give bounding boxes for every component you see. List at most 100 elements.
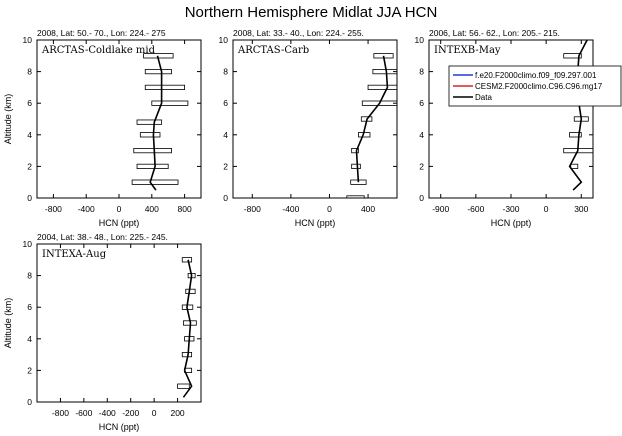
error-box xyxy=(136,163,169,169)
y-tick-label: 2 xyxy=(27,365,32,375)
error-box xyxy=(131,179,179,185)
y-tick-label: 4 xyxy=(27,334,32,344)
y-tick-label: 6 xyxy=(27,98,32,108)
y-tick-label: 2 xyxy=(223,161,228,171)
plot-frame xyxy=(428,39,594,199)
error-box xyxy=(144,69,172,75)
y-tick-label: 6 xyxy=(223,98,228,108)
error-box xyxy=(185,288,196,295)
y-tick-label: 8 xyxy=(27,271,32,281)
plot-area xyxy=(346,53,397,198)
error-box xyxy=(346,195,365,198)
x-tick-label: 0 xyxy=(544,204,549,214)
x-axis-label: HCN (ppt) xyxy=(99,422,140,432)
error-box xyxy=(351,163,361,169)
x-tick-label: 200 xyxy=(170,408,184,418)
y-tick-label: 4 xyxy=(419,130,424,140)
y-tick-label: 0 xyxy=(419,193,424,203)
x-tick-label: 300 xyxy=(574,204,588,214)
panel-header: 2006, Lat: 56.- 62., Lon: 205.- 215. xyxy=(429,28,560,38)
x-tick-label: 400 xyxy=(145,204,159,214)
x-axis-label: HCN (ppt) xyxy=(295,218,336,228)
y-tick-label: 8 xyxy=(27,67,32,77)
x-tick-label: -400 xyxy=(78,204,95,214)
error-box xyxy=(136,119,163,125)
x-tick-label: -400 xyxy=(99,408,116,418)
x-tick-label: -800 xyxy=(45,204,62,214)
figure-title: Northern Hemisphere Midlat JJA HCN xyxy=(185,4,438,21)
x-tick-label: -800 xyxy=(52,408,69,418)
y-tick-label: 4 xyxy=(223,130,228,140)
x-tick-label: -900 xyxy=(432,204,449,214)
chart-panel-1: 2008, Lat: 50.- 70., Lon: 224.- 275 -800 -… xyxy=(3,28,202,228)
chart-panel-3: 2006, Lat: 56.- 62., Lon: 205.- 215. -900… xyxy=(415,28,594,228)
series-line-data xyxy=(355,55,389,183)
panel-header: 2008, Lat: 33.- 40., Lon: 224.- 255. xyxy=(233,28,364,38)
y-tick-label: 6 xyxy=(419,98,424,108)
panel-label: INTEXA-Aug xyxy=(42,249,107,260)
y-tick-label: 10 xyxy=(219,35,229,45)
x-axis-label: HCN (ppt) xyxy=(491,218,532,228)
y-tick-label: 4 xyxy=(27,130,32,140)
legend-label: f.e20.F2000climo.f09_f09.297.001 xyxy=(475,71,597,80)
panel-label: INTEXB-May xyxy=(434,45,501,56)
error-box xyxy=(563,53,582,59)
x-tick-label: -800 xyxy=(244,204,261,214)
y-tick-label: 10 xyxy=(415,35,425,45)
chart-panel-4: 2004, Lat: 38.- 48., Lon: 225.- 245. -800… xyxy=(3,232,202,432)
error-box xyxy=(144,84,186,90)
plot-area xyxy=(131,53,189,191)
series-line-data xyxy=(182,259,193,398)
panel-header: 2004, Lat: 38.- 48., Lon: 225.- 245. xyxy=(37,232,168,242)
x-tick-label: -300 xyxy=(502,204,519,214)
chart-panel-2: 2008, Lat: 33.- 40., Lon: 224.- 255. -800… xyxy=(219,28,398,228)
plot-frame xyxy=(36,243,202,403)
series-line-data xyxy=(568,40,588,191)
error-box xyxy=(181,257,193,263)
x-tick-label: 800 xyxy=(178,204,192,214)
error-box xyxy=(133,147,172,154)
plot-area xyxy=(563,40,593,191)
plot-frame xyxy=(36,39,202,199)
panel-label: ARCTAS-Carb xyxy=(237,45,309,56)
series-line-data xyxy=(149,55,163,191)
error-box xyxy=(151,100,189,106)
legend-frame xyxy=(448,65,622,107)
panels: 2008, Lat: 50.- 70., Lon: 224.- 275-800-… xyxy=(3,28,594,432)
plot-area xyxy=(177,257,197,398)
error-box xyxy=(139,132,161,138)
legend-label: Data xyxy=(475,93,492,102)
error-box xyxy=(569,132,582,138)
panel-header: 2008, Lat: 50.- 70., Lon: 224.- 275 xyxy=(37,28,166,38)
error-box xyxy=(177,383,190,389)
y-tick-label: 10 xyxy=(23,239,33,249)
y-tick-label: 2 xyxy=(27,161,32,171)
error-box xyxy=(372,69,397,75)
y-tick-label: 0 xyxy=(223,193,228,203)
plot-frame xyxy=(232,39,398,199)
x-tick-label: -600 xyxy=(75,408,92,418)
y-tick-label: 0 xyxy=(27,397,32,407)
y-tick-label: 8 xyxy=(223,67,228,77)
legend: f.e20.F2000climo.f09_f09.297.001 CESM2.F2… xyxy=(448,65,622,107)
panel-label: ARCTAS-Coldlake mid xyxy=(41,45,156,56)
error-box xyxy=(570,163,579,169)
y-tick-label: 0 xyxy=(27,193,32,203)
x-tick-label: 0 xyxy=(327,204,332,214)
x-tick-label: -600 xyxy=(467,204,484,214)
y-tick-label: 10 xyxy=(23,35,33,45)
y-tick-label: 8 xyxy=(419,67,424,77)
x-axis-label: HCN (ppt) xyxy=(99,218,140,228)
legend-label: CESM2.F2000climo.C96.C96.mg17 xyxy=(475,82,603,91)
x-tick-label: 0 xyxy=(152,408,157,418)
y-axis-label: Altitude (km) xyxy=(3,298,13,349)
x-tick-label: 400 xyxy=(361,204,375,214)
y-tick-label: 2 xyxy=(419,161,424,171)
y-axis-label: Altitude (km) xyxy=(3,94,13,145)
error-box xyxy=(351,147,359,154)
y-tick-label: 6 xyxy=(27,302,32,312)
x-tick-label: 0 xyxy=(117,204,122,214)
x-tick-label: -400 xyxy=(282,204,299,214)
x-tick-label: -200 xyxy=(122,408,139,418)
